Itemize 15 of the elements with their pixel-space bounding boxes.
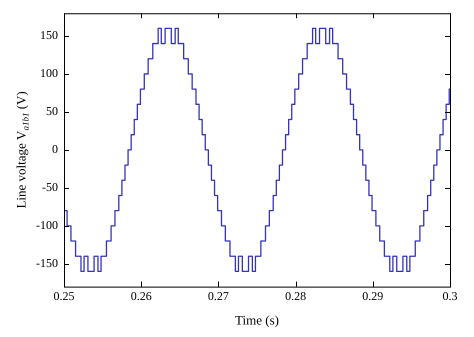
x-tick-label: 0.3 <box>442 288 458 303</box>
y-tick-label: 50 <box>46 104 58 118</box>
y-tick-label: -100 <box>36 218 58 232</box>
y-tick-label: -150 <box>36 256 58 270</box>
y-tick-label: 150 <box>40 28 58 42</box>
x-axis-title: Time (s) <box>235 312 279 328</box>
x-tick-label: 0.25 <box>53 288 74 303</box>
y-tick-label: 0 <box>52 142 58 156</box>
y-axis-title: Line voltage Va1b1 (V) <box>13 91 30 209</box>
x-tick-label: 0.29 <box>362 288 384 303</box>
y-tick-label: 100 <box>40 66 58 80</box>
y-tick-label: -50 <box>42 180 58 194</box>
x-tick-label: 0.26 <box>130 288 152 303</box>
x-tick-label: 0.27 <box>208 288 229 303</box>
x-tick-label: 0.28 <box>285 288 306 303</box>
